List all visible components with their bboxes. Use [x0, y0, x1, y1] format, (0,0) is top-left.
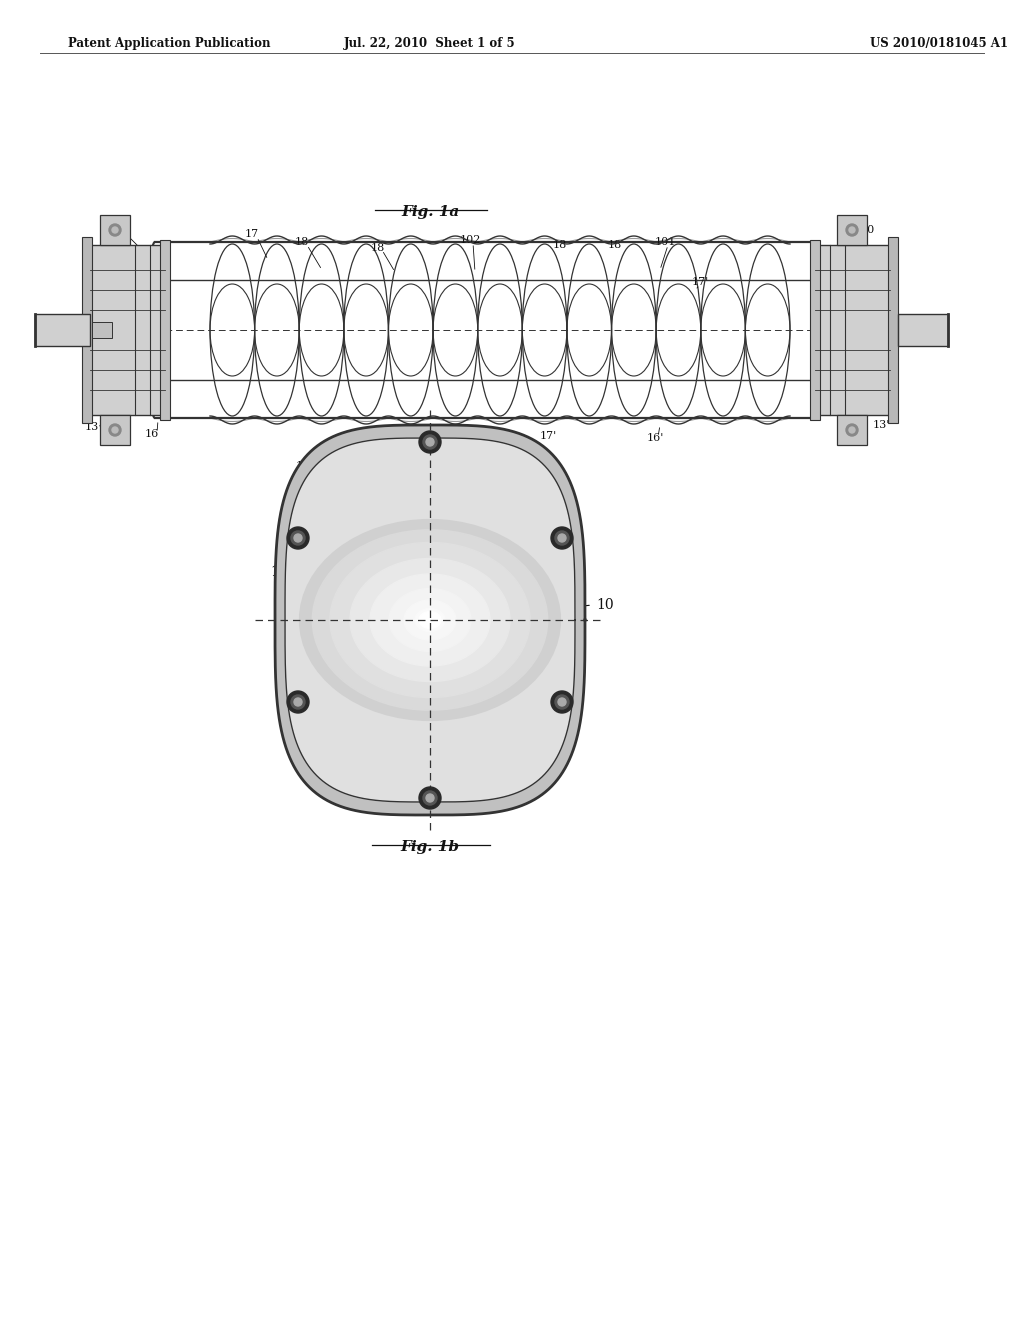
Circle shape [287, 527, 309, 549]
Text: 18: 18 [371, 243, 385, 253]
Circle shape [558, 535, 566, 543]
Text: 10: 10 [596, 598, 613, 612]
Circle shape [291, 531, 305, 545]
Bar [810, 240, 820, 420]
Ellipse shape [350, 558, 510, 681]
Circle shape [426, 438, 434, 446]
Bar [35, 314, 90, 346]
Text: 103: 103 [480, 768, 507, 781]
Text: 17: 17 [245, 228, 259, 239]
Text: 15: 15 [296, 461, 310, 471]
Ellipse shape [389, 589, 471, 652]
Ellipse shape [300, 520, 560, 719]
Circle shape [109, 224, 121, 236]
Circle shape [287, 690, 309, 713]
Text: 13': 13' [873, 420, 891, 430]
Text: Fig. 1a: Fig. 1a [400, 205, 459, 219]
Text: 16: 16 [144, 429, 159, 440]
Circle shape [423, 791, 437, 805]
Ellipse shape [312, 531, 548, 710]
Circle shape [112, 426, 118, 433]
Bar [888, 238, 898, 422]
Circle shape [294, 535, 302, 543]
Circle shape [846, 224, 858, 236]
Ellipse shape [404, 601, 456, 640]
Text: US 2010/0181045 A1: US 2010/0181045 A1 [870, 37, 1008, 50]
Circle shape [294, 698, 302, 706]
Text: 12: 12 [111, 220, 125, 230]
Text: 10: 10 [861, 224, 876, 235]
Circle shape [555, 531, 569, 545]
Circle shape [551, 690, 573, 713]
Text: Patent Application Publication: Patent Application Publication [68, 37, 270, 50]
Text: 102: 102 [460, 235, 480, 246]
Polygon shape [275, 425, 585, 814]
Bar [100, 414, 130, 445]
Text: 14: 14 [388, 444, 402, 454]
Text: 11: 11 [270, 565, 288, 579]
Bar [815, 246, 890, 414]
Text: 17': 17' [691, 277, 709, 286]
Circle shape [419, 787, 441, 809]
Circle shape [109, 424, 121, 436]
Bar [100, 215, 130, 246]
Bar [82, 238, 92, 422]
Circle shape [555, 696, 569, 709]
Bar [837, 414, 867, 445]
Circle shape [558, 698, 566, 706]
Text: 16': 16' [646, 433, 664, 444]
Circle shape [423, 436, 437, 449]
Circle shape [849, 227, 855, 234]
Text: Jul. 22, 2010  Sheet 1 of 5: Jul. 22, 2010 Sheet 1 of 5 [344, 37, 516, 50]
Text: 18: 18 [295, 238, 309, 247]
Text: 18: 18 [498, 432, 512, 441]
Ellipse shape [415, 609, 445, 631]
Text: Fig. 1b: Fig. 1b [400, 840, 460, 854]
Bar [92, 322, 112, 338]
Text: 19: 19 [425, 432, 439, 441]
Bar [898, 314, 948, 346]
Text: 101: 101 [654, 238, 676, 247]
Bar [90, 246, 165, 414]
Text: 11: 11 [461, 432, 475, 441]
Bar [837, 215, 867, 246]
Bar [160, 240, 170, 420]
Text: 13: 13 [85, 422, 99, 432]
Circle shape [112, 227, 118, 234]
Circle shape [846, 424, 858, 436]
Circle shape [426, 795, 434, 803]
Text: 18: 18 [608, 240, 623, 249]
Ellipse shape [330, 543, 530, 697]
Circle shape [291, 696, 305, 709]
Circle shape [419, 432, 441, 453]
Circle shape [849, 426, 855, 433]
Ellipse shape [419, 611, 441, 628]
Text: 12': 12' [874, 257, 892, 267]
Circle shape [551, 527, 573, 549]
Polygon shape [285, 438, 575, 803]
Text: 17': 17' [540, 432, 557, 441]
Text: 18: 18 [553, 240, 567, 249]
Ellipse shape [370, 574, 490, 667]
